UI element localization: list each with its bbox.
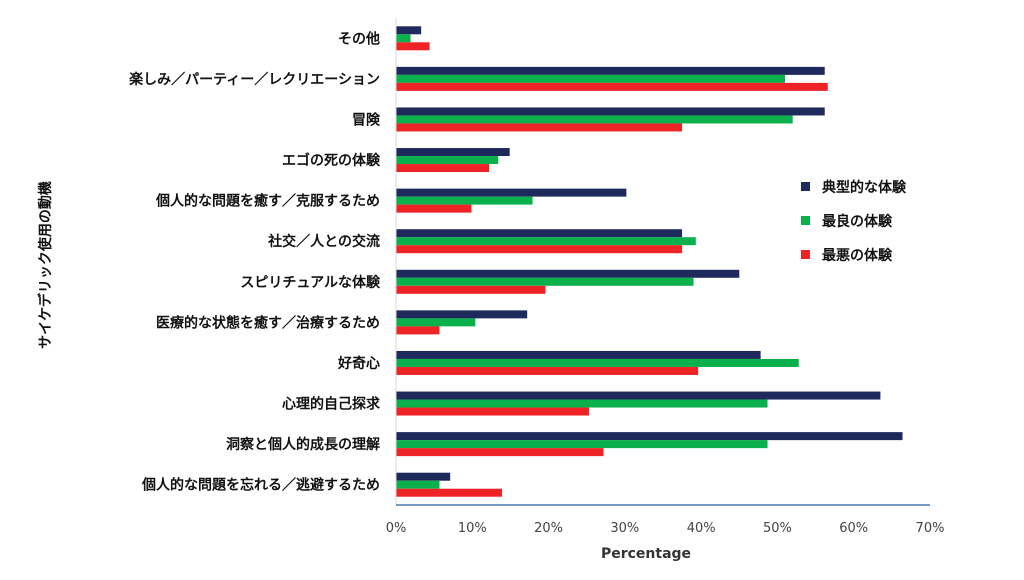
x-tick-label: 10% bbox=[458, 521, 487, 536]
category-label: その他 bbox=[338, 30, 380, 47]
category-labels: その他楽しみ／パーティー／レクリエーション冒険エゴの死の体験個人的な問題を癒す／… bbox=[128, 30, 381, 493]
legend-label: 典型的な体験 bbox=[822, 179, 907, 196]
bar-1-11 bbox=[396, 472, 451, 481]
category-label: 冒険 bbox=[352, 111, 381, 128]
bar-2-9 bbox=[396, 399, 768, 408]
category-label: 社交／人との交流 bbox=[267, 233, 380, 250]
x-tick-label: 30% bbox=[610, 521, 639, 536]
bar-2-3 bbox=[396, 156, 499, 165]
bars-group bbox=[396, 26, 903, 497]
bar-3-3 bbox=[396, 164, 490, 173]
category-label: 心理的自己探求 bbox=[282, 396, 381, 413]
bar-3-7 bbox=[396, 326, 440, 335]
bar-1-0 bbox=[396, 26, 422, 35]
bar-3-9 bbox=[396, 407, 590, 416]
bar-3-8 bbox=[396, 366, 699, 375]
x-tick-label: 20% bbox=[534, 521, 563, 536]
bar-3-2 bbox=[396, 123, 683, 132]
bar-3-1 bbox=[396, 82, 828, 91]
legend-label: 最良の体験 bbox=[822, 213, 893, 230]
bar-3-4 bbox=[396, 204, 472, 213]
bar-1-9 bbox=[396, 391, 881, 400]
category-label: 楽しみ／パーティー／レクリエーション bbox=[128, 71, 380, 88]
y-axis-title: サイケデリック使用の動機 bbox=[37, 181, 54, 349]
category-label: スピリチュアルな体験 bbox=[240, 274, 381, 291]
x-tick-label: 0% bbox=[386, 521, 407, 536]
bar-3-0 bbox=[396, 42, 430, 51]
x-tick-labels: 0% 10% 20% 30% 40% 50% 60% 70% bbox=[386, 521, 945, 536]
bar-2-5 bbox=[396, 237, 696, 246]
legend-swatch bbox=[801, 250, 810, 259]
legend-label: 最悪の体験 bbox=[822, 247, 893, 264]
bar-1-4 bbox=[396, 188, 627, 197]
bar-2-6 bbox=[396, 277, 694, 286]
category-label: 医療的な状態を癒す／治療するため bbox=[156, 314, 380, 331]
x-tick-label: 50% bbox=[763, 521, 792, 536]
bar-1-1 bbox=[396, 66, 825, 75]
x-tick-label: 70% bbox=[916, 521, 945, 536]
legend-swatch bbox=[801, 216, 810, 225]
x-axis-title: Percentage bbox=[601, 546, 691, 562]
category-label: エゴの死の体験 bbox=[282, 152, 381, 169]
category-label: 個人的な問題を忘れる／逃避するため bbox=[141, 477, 380, 494]
bar-1-5 bbox=[396, 229, 683, 238]
bar-1-3 bbox=[396, 148, 510, 157]
bar-2-7 bbox=[396, 318, 476, 327]
bar-2-8 bbox=[396, 358, 799, 367]
x-tick-label: 40% bbox=[687, 521, 716, 536]
bar-2-1 bbox=[396, 74, 786, 83]
category-label: 洞察と個人的成長の理解 bbox=[226, 436, 380, 453]
bar-2-4 bbox=[396, 196, 533, 205]
bar-2-0 bbox=[396, 34, 411, 43]
bar-2-11 bbox=[396, 480, 440, 489]
x-tick-label: 60% bbox=[839, 521, 868, 536]
bar-1-2 bbox=[396, 107, 825, 116]
bar-3-11 bbox=[396, 488, 503, 497]
legend-swatch bbox=[801, 182, 810, 191]
bar-3-5 bbox=[396, 245, 683, 254]
bar-1-10 bbox=[396, 432, 903, 441]
category-label: 個人的な問題を癒す／克服するため bbox=[155, 193, 380, 210]
bar-1-7 bbox=[396, 310, 528, 319]
bar-1-6 bbox=[396, 269, 740, 278]
bar-2-2 bbox=[396, 115, 793, 124]
bar-2-10 bbox=[396, 440, 768, 449]
category-label: 好奇心 bbox=[337, 355, 380, 372]
bar-1-8 bbox=[396, 350, 761, 359]
bar-3-6 bbox=[396, 285, 546, 294]
bar-3-10 bbox=[396, 448, 604, 457]
